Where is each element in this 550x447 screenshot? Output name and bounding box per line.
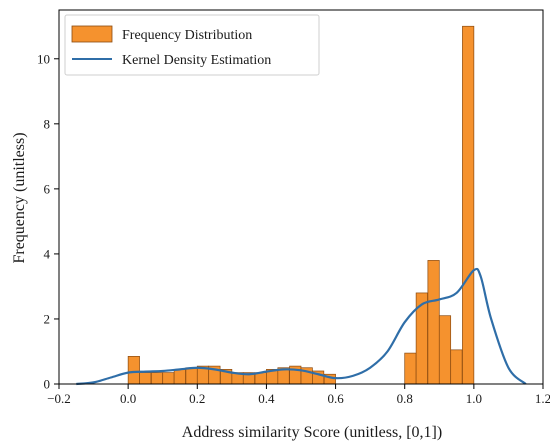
histogram-bar bbox=[427, 260, 440, 385]
y-tick-label: 0 bbox=[44, 377, 51, 392]
histogram-bar bbox=[404, 352, 417, 385]
x-tick-label: 1.2 bbox=[535, 391, 550, 406]
histogram-bar bbox=[150, 372, 164, 385]
kde-line bbox=[76, 267, 527, 386]
kde-line-layer bbox=[76, 267, 527, 386]
legend-box bbox=[64, 14, 320, 76]
legend-patch-frequency bbox=[71, 25, 113, 43]
histogram-bar bbox=[173, 369, 186, 385]
y-axis-ticks: 0 2 4 6 8 10 bbox=[37, 51, 59, 392]
histogram-bar bbox=[185, 367, 198, 385]
histogram-bar bbox=[462, 25, 475, 385]
plot-frame bbox=[58, 9, 544, 385]
x-tick-label: 0.0 bbox=[120, 391, 136, 406]
y-tick-label: 4 bbox=[44, 246, 51, 261]
x-tick-label: 0.2 bbox=[189, 391, 205, 406]
y-axis-title: Frequency (unitless) bbox=[11, 132, 28, 263]
y-tick-label: 8 bbox=[44, 116, 51, 131]
legend-label-frequency: Frequency Distribution bbox=[122, 28, 252, 43]
histogram-bar bbox=[139, 372, 152, 385]
legend: Frequency Distribution Kernel Density Es… bbox=[64, 14, 320, 76]
histogram-bars bbox=[127, 25, 475, 385]
x-tick-label: 0.6 bbox=[327, 391, 344, 406]
histogram-bar bbox=[438, 315, 452, 385]
histogram-bar bbox=[162, 372, 175, 385]
x-axis-ticks: −0.2 0.0 0.2 0.4 0.6 0.8 1.0 1.2 bbox=[47, 384, 550, 406]
y-tick-label: 10 bbox=[37, 51, 50, 66]
x-tick-label: 1.0 bbox=[466, 391, 482, 406]
histogram-bar bbox=[127, 356, 140, 385]
histogram-bar bbox=[450, 349, 463, 385]
y-tick-label: 2 bbox=[44, 311, 51, 326]
legend-label-kde: Kernel Density Estimation bbox=[122, 53, 271, 68]
x-tick-label: 0.8 bbox=[397, 391, 413, 406]
y-tick-label: 6 bbox=[44, 181, 51, 196]
x-tick-label: 0.4 bbox=[258, 391, 275, 406]
x-axis-title: Address similarity Score (unitless, [0,1… bbox=[182, 424, 442, 441]
x-tick-label: −0.2 bbox=[47, 391, 71, 406]
